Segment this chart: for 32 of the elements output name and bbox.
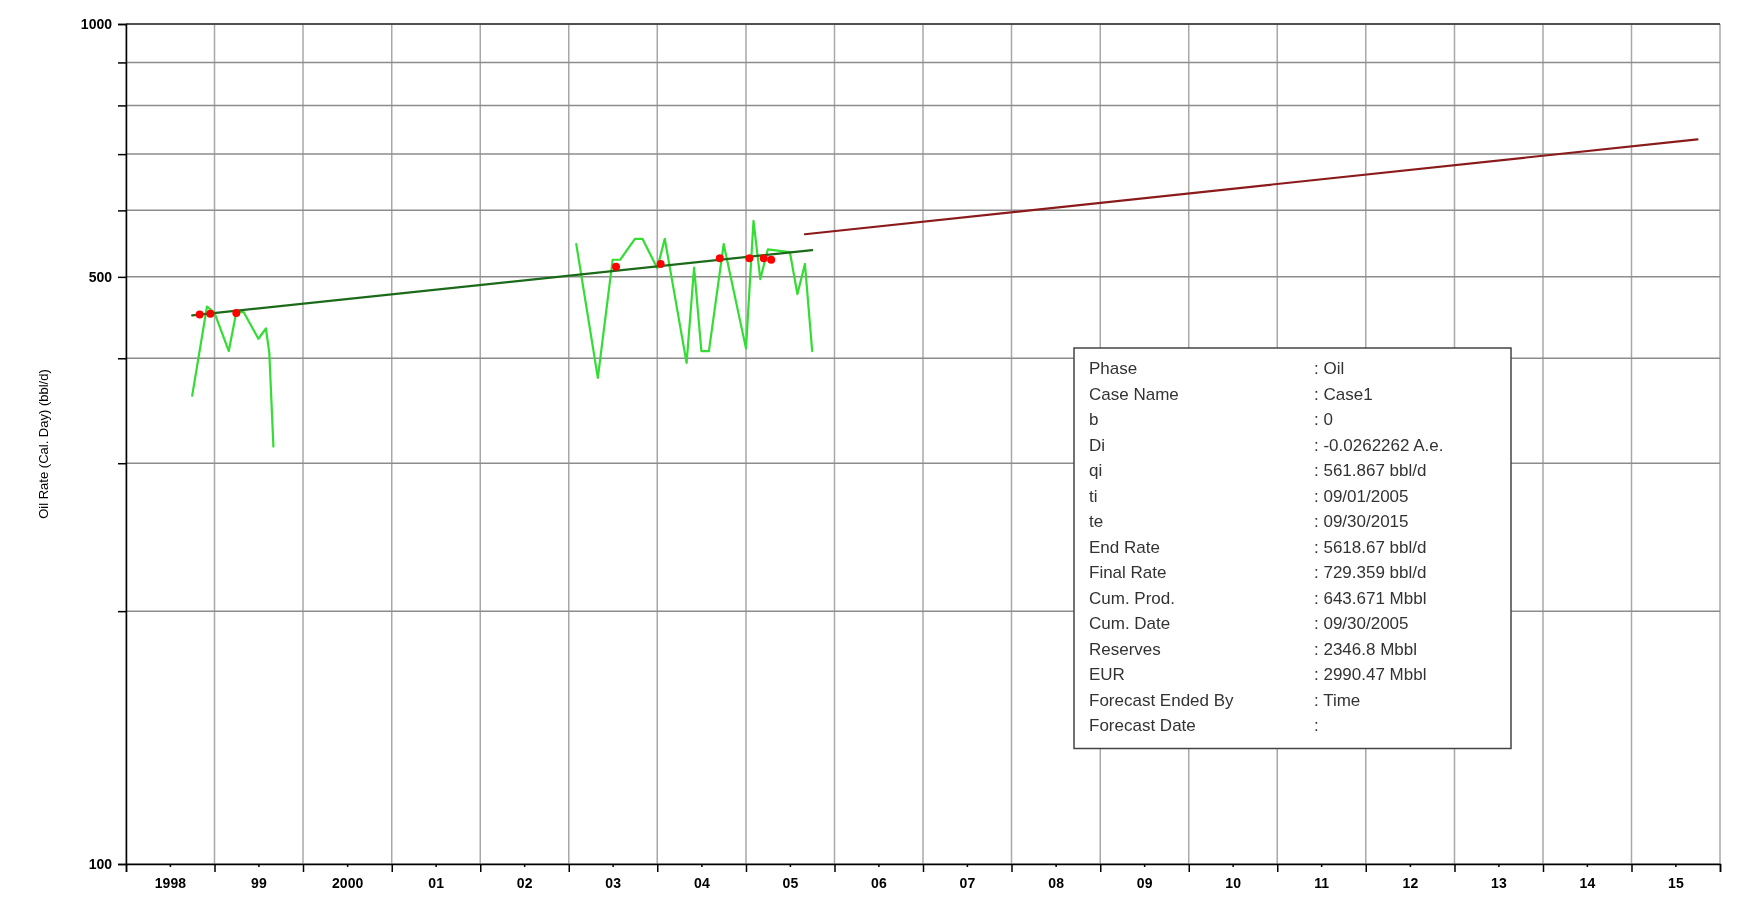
x-tick-label: 11 [1314, 874, 1330, 891]
info-box: Phase : Oil Case Name : Case1 b : 0 Di : -0.0262262 A.e. qi : 561.867 bbl/d ti : 09/01/2005 te : 09/30/2015 End Rate : 5618.67 bbl/d Final Rate : 729.359 bbl/d Cum. Prod. : 643.671 Mbbl Cum. Date : 09/30/2005 Reserves : 2346.8 Mbbl EUR : 2990.47 Mbbl Forecast Ended By : Time Forecast Date : [1073, 347, 1512, 750]
point [745, 254, 754, 263]
x-tick-label: 12 [1402, 874, 1419, 891]
x-tick-label: 03 [605, 874, 622, 891]
x-tick-label: 13 [1491, 874, 1507, 891]
x-tick-label: 14 [1579, 874, 1596, 891]
point [715, 254, 724, 263]
x-tick-label: 2000 [332, 874, 364, 891]
x-tick-label: 01 [428, 874, 445, 891]
x-tick-label: 10 [1225, 874, 1242, 891]
x-tick-label: 08 [1048, 874, 1065, 891]
y-tick-label: 100 [88, 855, 113, 872]
x-tick-label: 07 [959, 874, 976, 891]
x-tick-label: 06 [871, 874, 887, 891]
x-tick-label: 1998 [154, 874, 187, 891]
point [195, 310, 204, 319]
y-axis-title: Oil Rate (Cal. Day) (bbl/d) [36, 369, 51, 519]
y-tick-label: 1000 [80, 15, 113, 32]
point [767, 255, 776, 264]
x-tick-label: 09 [1136, 874, 1153, 891]
point [656, 259, 665, 268]
point [759, 254, 768, 263]
point [232, 308, 241, 317]
point [206, 309, 215, 318]
y-tick-label: 500 [88, 268, 113, 285]
point [612, 262, 621, 271]
x-tick-label: 15 [1668, 874, 1684, 891]
x-tick-label: 04 [694, 874, 710, 891]
x-tick-label: 99 [251, 874, 267, 891]
x-tick-label: 05 [782, 874, 799, 891]
x-tick-label: 02 [516, 874, 533, 891]
